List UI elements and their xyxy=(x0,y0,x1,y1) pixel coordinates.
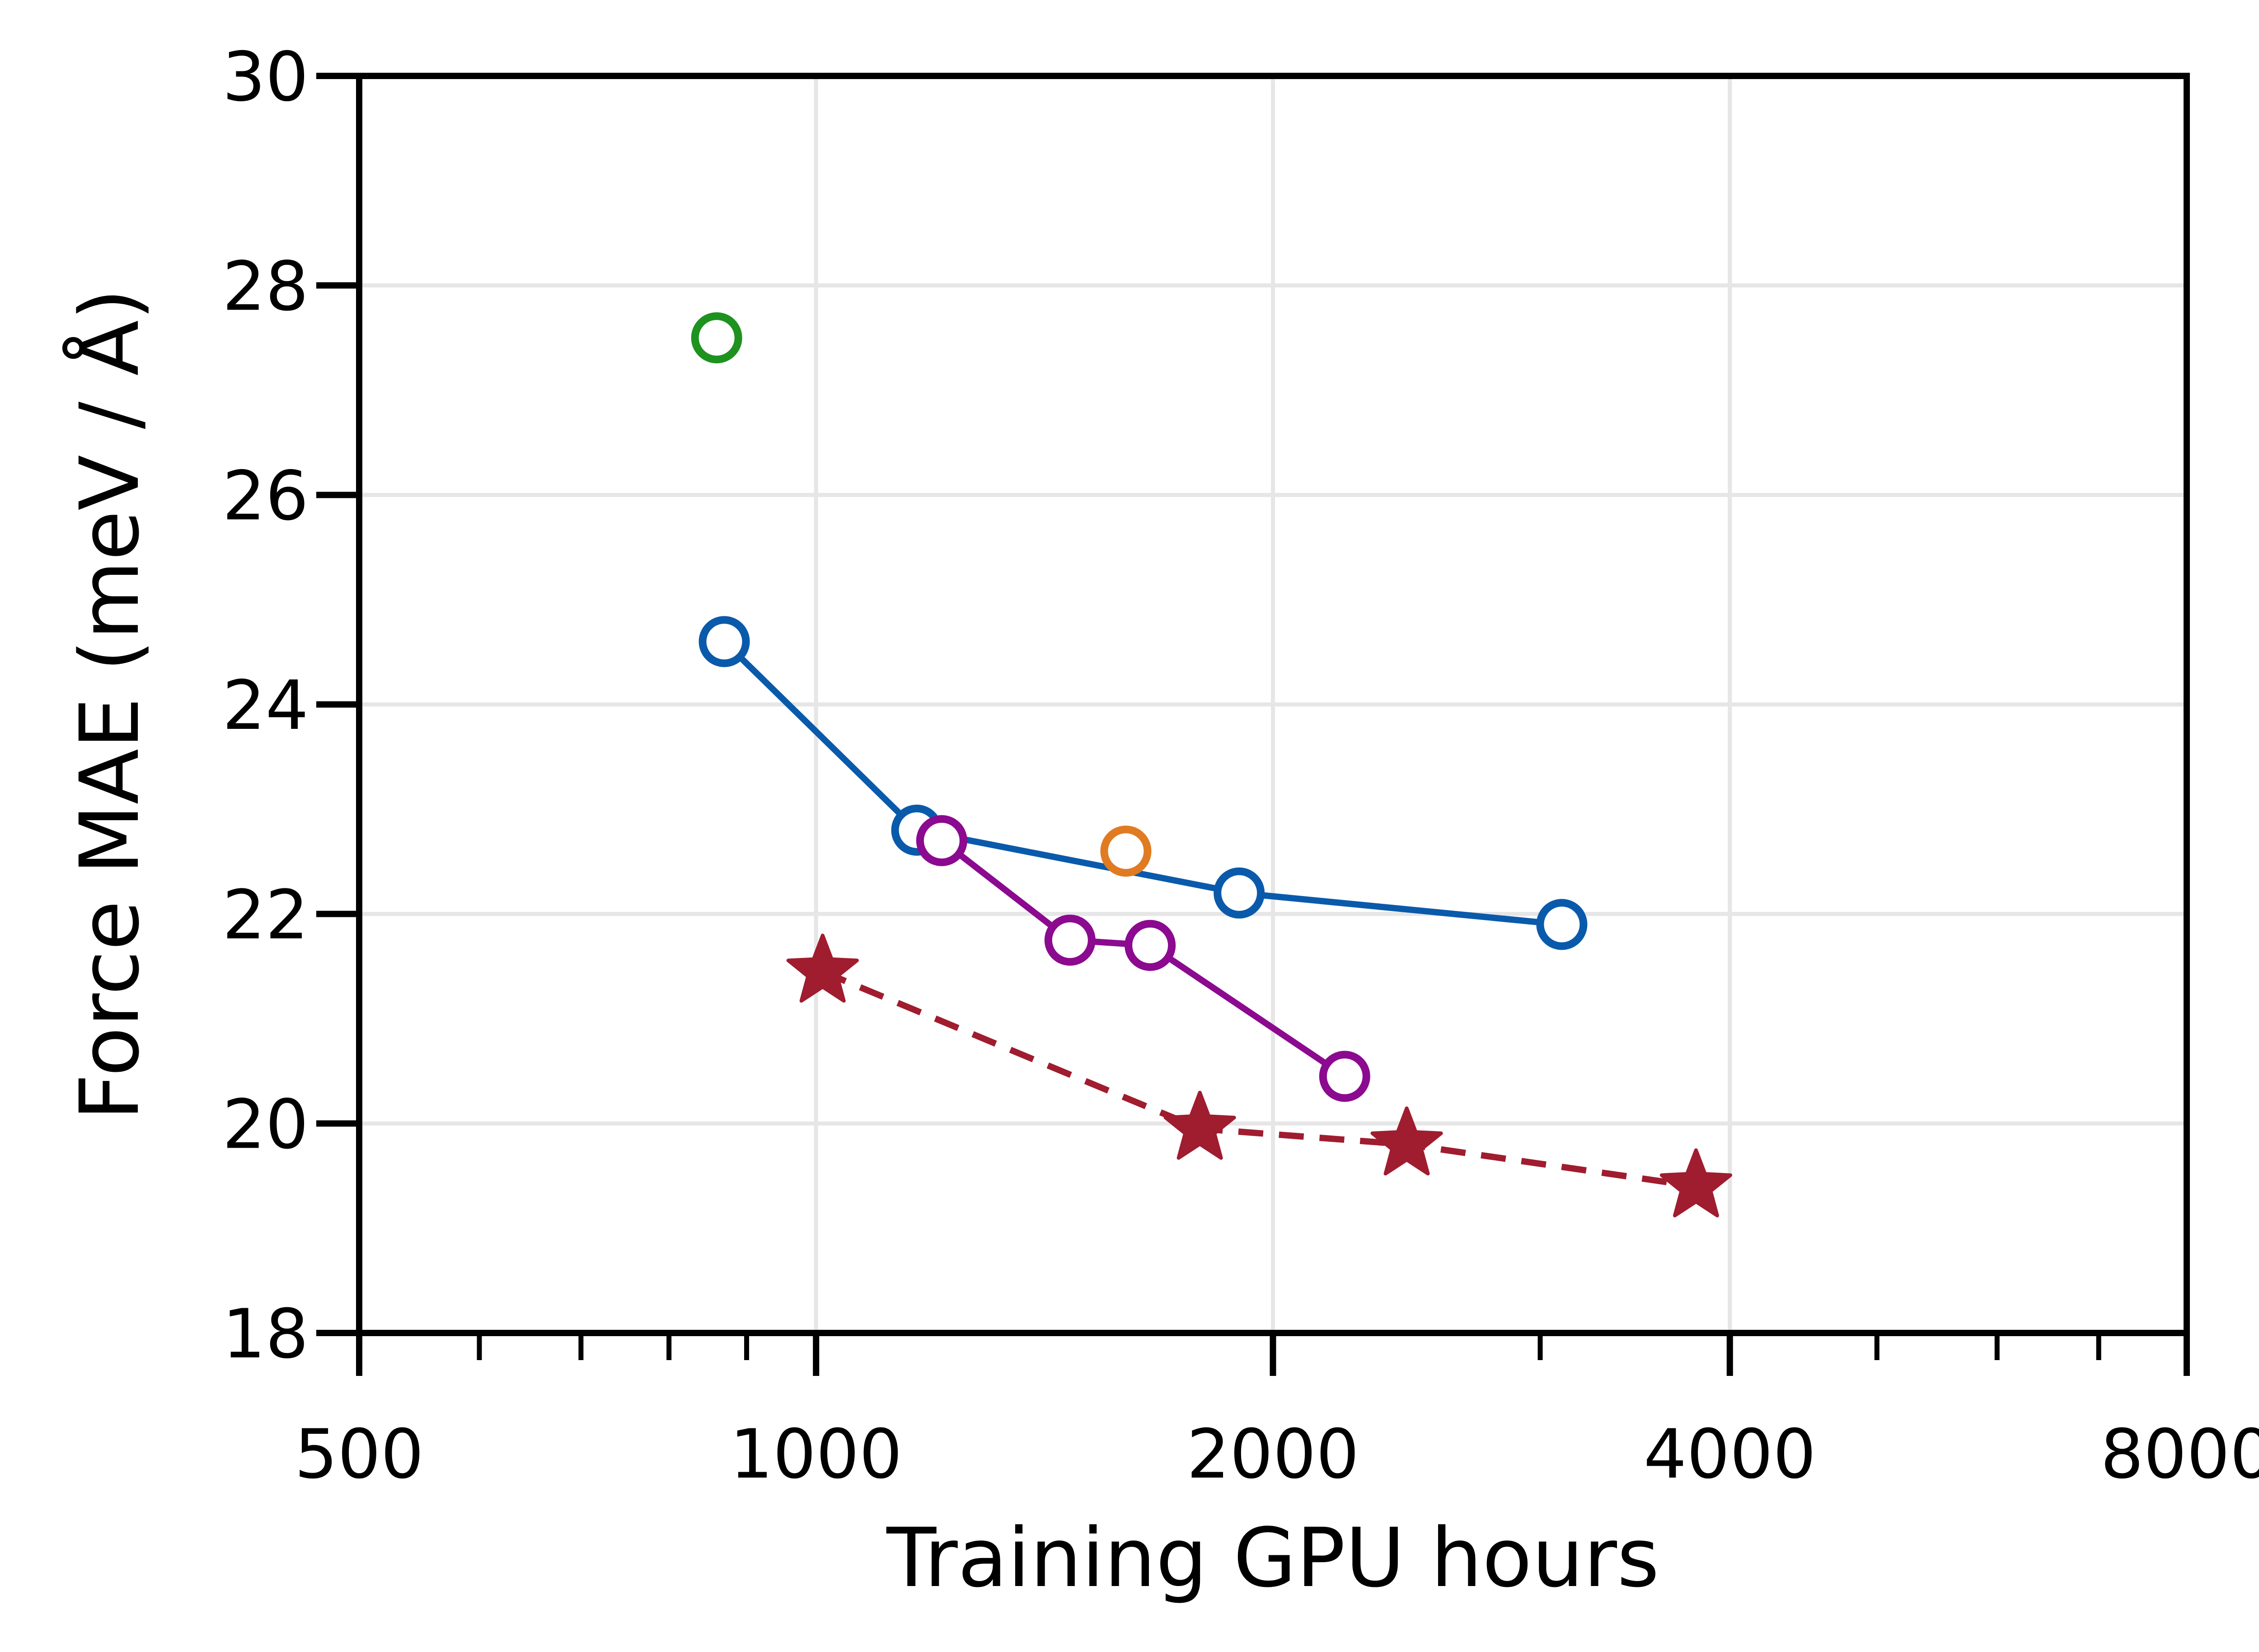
data-point-blue xyxy=(1214,867,1265,919)
x-tick-label: 1000 xyxy=(730,1415,902,1494)
data-point-purple xyxy=(916,815,967,866)
x-tick-label: 4000 xyxy=(1644,1415,1816,1494)
series-line-purple xyxy=(940,838,1347,1079)
data-point-purple xyxy=(1125,920,1176,971)
series-blue xyxy=(698,616,1588,950)
x-axis-label: Training GPU hours xyxy=(886,1511,1659,1605)
y-tick-label: 24 xyxy=(222,666,309,745)
data-point-red xyxy=(1163,1090,1236,1160)
series-layer xyxy=(691,312,1732,1218)
series-green xyxy=(691,312,742,364)
ticks: 18 20 22 24 26 28 30 500 1000 2000 4000 8000 xyxy=(222,38,2259,1494)
series-line-blue xyxy=(722,639,1562,928)
y-tick-label: 20 xyxy=(222,1085,309,1164)
series-red xyxy=(786,934,1732,1218)
series-line-red xyxy=(821,968,1697,1190)
data-point-blue xyxy=(1536,899,1588,950)
x-tick-label: 500 xyxy=(295,1415,424,1494)
y-tick-label: 30 xyxy=(222,38,309,117)
data-point-purple xyxy=(1319,1051,1370,1102)
series-purple xyxy=(916,815,1370,1102)
grid xyxy=(359,76,2187,1333)
data-point-red xyxy=(1659,1148,1732,1218)
y-axis-label: Force MAE (meV / Å) xyxy=(62,288,157,1120)
data-point-red xyxy=(786,934,859,1003)
data-point-blue xyxy=(698,616,750,667)
data-point-purple xyxy=(1044,915,1096,966)
series-orange xyxy=(1100,826,1152,877)
x-tick-label: 2000 xyxy=(1187,1415,1359,1494)
data-point-red xyxy=(1370,1106,1443,1176)
y-tick-label: 18 xyxy=(222,1295,309,1374)
y-tick-label: 28 xyxy=(222,248,309,326)
data-point-green xyxy=(691,312,742,364)
x-tick-label: 8000 xyxy=(2100,1415,2259,1494)
y-tick-label: 22 xyxy=(222,876,309,955)
y-tick-label: 26 xyxy=(222,457,309,535)
data-point-orange xyxy=(1100,826,1152,877)
